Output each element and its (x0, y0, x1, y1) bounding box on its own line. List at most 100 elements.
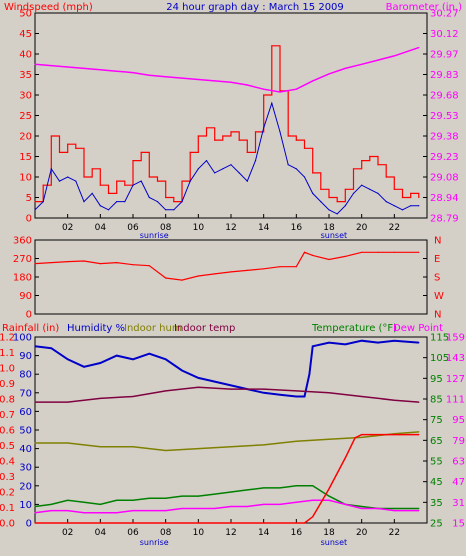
point-gust (165, 196, 167, 199)
humidity-axis-label: 50 (19, 426, 32, 437)
point-dew (99, 512, 101, 514)
point-baro (295, 88, 297, 90)
x-tick-label: 16 (291, 223, 303, 233)
temp-axis-label: 105 (430, 353, 449, 364)
point-ihum (263, 444, 265, 446)
point-dew (230, 505, 232, 508)
point-gust (418, 196, 420, 199)
point-dew (197, 507, 199, 510)
direction-panel (34, 239, 428, 315)
point-gust (352, 168, 355, 170)
dewpoint-label: Dew Point (393, 323, 443, 334)
point-dir (230, 271, 232, 273)
right-axis-label: 30.12 (430, 29, 459, 40)
point-gust (67, 143, 69, 145)
point-hum (83, 366, 85, 368)
point-dir (99, 263, 101, 265)
point-gust (214, 139, 216, 141)
point-dew (165, 510, 167, 512)
point-gust (148, 176, 150, 178)
point-avg (287, 164, 289, 166)
point-rain (361, 434, 363, 436)
point-avg (361, 184, 363, 186)
point-rain (418, 434, 420, 436)
right-axis-label: E (434, 254, 440, 265)
point-hum (50, 347, 52, 349)
left-axis-label: 360 (13, 236, 32, 247)
point-avg (205, 160, 208, 162)
point-gust (312, 172, 314, 174)
point-dir (34, 263, 36, 265)
point-avg (173, 209, 175, 211)
axes-layer: 02 04 06 08 10 12 14 16 18 20 22 02 04 06 08 10 12 14 16 18… (0, 9, 465, 548)
point-temp (295, 485, 297, 487)
temp-b-axis-label: 95 (452, 415, 465, 426)
temp-b-axis-label: 111 (446, 395, 465, 406)
point-temp (197, 495, 199, 497)
left-axis-label: 20 (19, 132, 32, 143)
point-baro (230, 81, 232, 83)
point-itemp (393, 399, 395, 401)
point-baro (148, 74, 150, 76)
point-baro (377, 59, 379, 61)
point-ihum (67, 442, 69, 444)
right-axis-label: N (434, 236, 441, 247)
point-hum (377, 342, 379, 344)
point-dew (34, 512, 36, 514)
point-avg (83, 201, 85, 203)
point-baro (312, 80, 314, 82)
point-dir (312, 254, 314, 256)
right-axis-label: 29.23 (430, 152, 459, 163)
point-temp (67, 499, 69, 501)
point-dew (83, 512, 85, 514)
sunrise-label: sunrise (140, 538, 169, 547)
sunrise-label: sunrise (140, 231, 169, 240)
left-axis-label: 90 (19, 291, 32, 302)
point-avg (116, 201, 118, 203)
wind-panel (34, 12, 428, 219)
left-axis-label: 270 (13, 254, 32, 265)
point-gust (58, 151, 61, 153)
point-hum (165, 358, 167, 360)
rain-axis-label: 1.2 (0, 333, 15, 344)
point-avg (246, 180, 248, 182)
point-ihum (295, 440, 297, 442)
point-gust (401, 196, 404, 199)
point-avg (140, 180, 142, 182)
point-baro (83, 67, 85, 69)
point-ihum (361, 436, 363, 438)
point-temp (165, 497, 167, 499)
point-itemp (34, 401, 36, 403)
point-temp (393, 507, 395, 510)
point-ihum (328, 438, 330, 440)
point-baro (50, 65, 52, 67)
point-dir (67, 261, 69, 263)
temp-b-axis-label: 47 (452, 477, 465, 488)
point-dew (50, 510, 52, 512)
point-ihum (197, 448, 199, 450)
point-dir (303, 251, 306, 253)
point-avg (344, 205, 346, 207)
x-tick-label: 14 (258, 223, 270, 233)
point-hum (295, 395, 297, 398)
temp-axis-label: 45 (430, 477, 443, 488)
point-gust (91, 168, 93, 170)
temp-b-axis-label: 31 (452, 498, 465, 509)
point-dir (263, 268, 265, 270)
x-tick-label: 16 (291, 528, 303, 538)
point-dew (132, 510, 134, 512)
point-avg (189, 180, 191, 182)
point-temp (34, 505, 36, 508)
point-avg (230, 164, 232, 166)
point-gust (287, 135, 289, 137)
temp-axis-label: 55 (430, 457, 443, 468)
point-baro (361, 63, 363, 65)
rain-axis-label: 0.5 (0, 441, 15, 452)
point-baro (67, 66, 69, 68)
point-gust (336, 201, 338, 203)
point-temp (361, 505, 363, 508)
point-dew (377, 507, 379, 510)
point-gust (34, 201, 36, 203)
point-baro (181, 77, 183, 79)
point-gust (246, 151, 248, 153)
